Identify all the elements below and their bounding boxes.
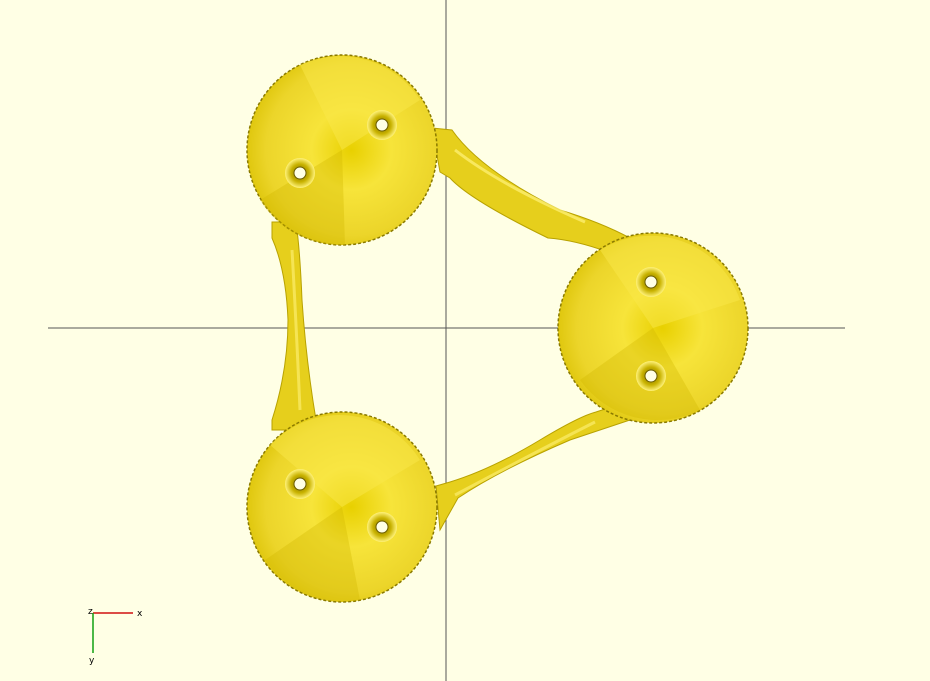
arm-left [271,221,317,431]
hub-bottom-left[interactable] [246,411,438,603]
y-axis-label: y [89,656,95,666]
axes-indicator: x y z [88,607,143,666]
arm-bottom-right [435,407,632,532]
arm-highlight-bottom [454,420,596,497]
arm-top-right [431,127,631,253]
arm-highlight-top [454,148,586,224]
hub-top-left[interactable] [246,54,438,246]
z-axis-label: z [88,607,93,617]
arm-highlight-left [290,249,302,411]
x-axis-label: x [137,609,143,619]
hub-right[interactable] [557,232,749,424]
spinner-model[interactable] [246,54,749,603]
